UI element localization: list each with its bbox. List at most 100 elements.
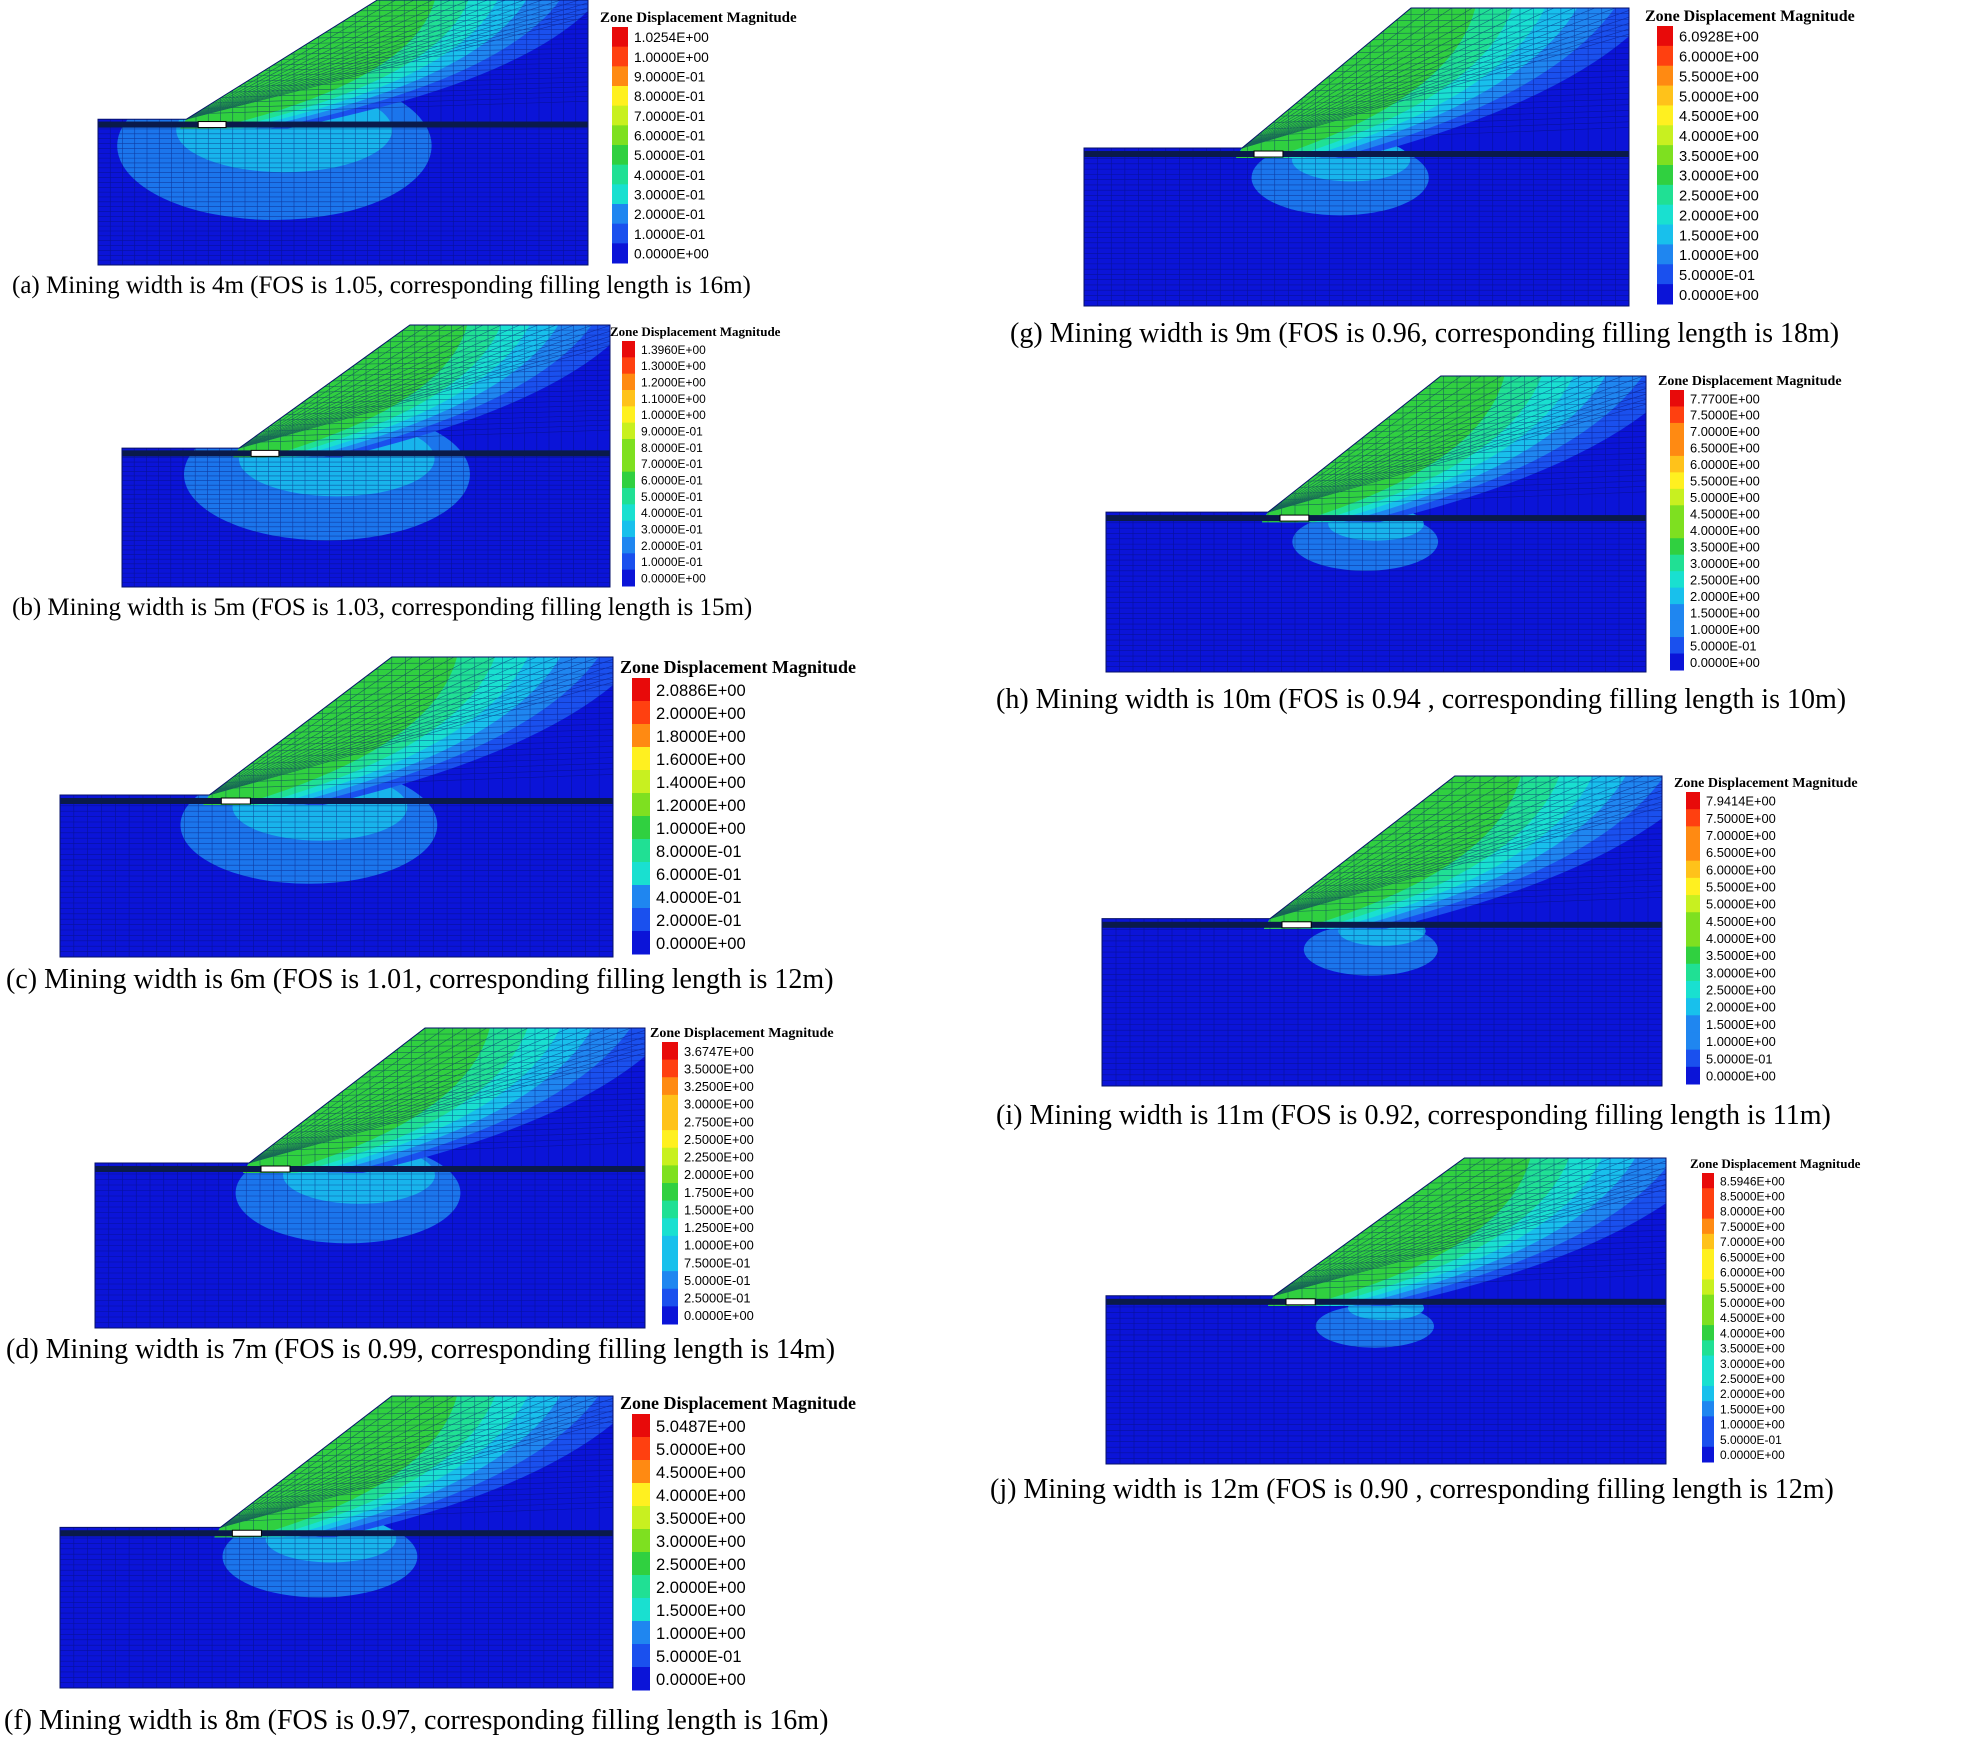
legend-label: 5.0000E+00 (1720, 1296, 1785, 1310)
legend-label: 7.0000E+00 (1720, 1235, 1785, 1249)
legend-label: 3.0000E-01 (641, 523, 703, 537)
legend-label: 1.5000E+00 (1679, 228, 1759, 244)
coal-seam (1102, 921, 1662, 928)
legend-swatch (1657, 65, 1673, 87)
legend-swatch (1670, 571, 1684, 589)
legend-swatch (1657, 204, 1673, 226)
legend-swatch (1686, 1066, 1700, 1085)
model-a (97, 0, 589, 266)
legend-swatch (632, 770, 650, 794)
legend-title: Zone Displacement Magnitude (1658, 374, 1842, 389)
legend-label: 4.5000E+00 (1706, 914, 1776, 929)
legend-swatch (1702, 1264, 1714, 1280)
legend-swatch (632, 1575, 650, 1599)
legend-label: 6.0928E+00 (1679, 30, 1759, 46)
model-i (1101, 775, 1663, 1087)
legend-swatch (622, 406, 635, 424)
legend-swatch (662, 1147, 678, 1166)
legend-swatch (622, 390, 635, 407)
legend-label: 1.8000E+00 (656, 727, 746, 746)
legend-d: Zone Displacement Magnitude 3.6747E+00 3.5… (650, 1026, 834, 1325)
legend-label: 0.0000E+00 (1679, 288, 1759, 304)
legend-swatch (1686, 809, 1700, 827)
mesh (60, 1396, 613, 1688)
legend-label: 1.0000E+00 (1706, 1034, 1776, 1049)
legend-label: 3.0000E+00 (1706, 965, 1776, 980)
legend-label: 3.5000E+00 (1690, 540, 1760, 555)
legend-swatch (1702, 1188, 1714, 1204)
legend-label: 5.0000E-01 (1720, 1433, 1782, 1447)
legend-label: 1.0000E+00 (684, 1238, 754, 1253)
legend-swatch (1686, 980, 1700, 999)
legend-label: 2.0000E+00 (1720, 1387, 1785, 1401)
legend-label: 3.5000E+00 (656, 1509, 746, 1528)
legend-swatch (662, 1112, 678, 1131)
legend-swatch (1686, 860, 1700, 879)
legend-swatch (612, 27, 628, 48)
legend-label: 7.0000E+00 (1706, 828, 1776, 843)
legend-label: 4.5000E+00 (1720, 1311, 1785, 1325)
model-g (1083, 7, 1630, 307)
legend-label: 5.0000E-01 (634, 148, 705, 163)
caption-g: (g) Mining width is 9m (FOS is 0.96, cor… (1010, 318, 1840, 349)
legend-label: 6.0000E+00 (1690, 457, 1760, 472)
legend-label: 5.0000E-01 (1706, 1051, 1773, 1066)
legend-swatch (622, 488, 635, 505)
legend-swatch (622, 471, 635, 489)
legend-swatch (632, 1529, 650, 1553)
legend-swatch (1670, 390, 1684, 407)
legend-swatch (662, 1288, 678, 1307)
model-outline (1101, 775, 1663, 1087)
contour-band (180, 0, 437, 129)
legend-swatch (632, 1414, 650, 1438)
legend-label: 0.0000E+00 (656, 1670, 746, 1689)
legend-swatch (1686, 929, 1700, 948)
legend-label: 5.0000E+00 (1690, 490, 1760, 505)
legend-label: 5.5000E+00 (1706, 880, 1776, 895)
legend-label: 7.5000E+00 (1690, 408, 1760, 423)
legend-title: Zone Displacement Magnitude (650, 1026, 834, 1041)
legend-swatch (1686, 1049, 1700, 1068)
legend-label: 6.5000E+00 (1720, 1250, 1785, 1264)
legend-swatch (1686, 912, 1700, 930)
model-outline (1083, 7, 1630, 307)
legend-label: 1.4000E+00 (656, 773, 746, 792)
panel-d: Zone Displacement Magnitude 3.6747E+00 3.5… (0, 1024, 990, 1374)
legend-title: Zone Displacement Magnitude (620, 657, 856, 677)
legend-swatch (632, 1506, 650, 1530)
legend-label: 4.0000E-01 (656, 888, 742, 907)
legend-swatch (632, 1460, 650, 1484)
legend-swatch (1670, 472, 1684, 490)
legend-label: 1.0000E-01 (641, 555, 703, 569)
legend-swatch (612, 105, 628, 126)
legend-label: 7.7700E+00 (1690, 391, 1760, 406)
legend-swatch (1657, 85, 1673, 106)
legend-label: 8.5946E+00 (1720, 1174, 1785, 1188)
legend-label: 6.5000E+00 (1706, 845, 1776, 860)
legend-swatch (632, 862, 650, 886)
goaf (1285, 1298, 1316, 1306)
legend-label: 5.0487E+00 (656, 1417, 746, 1436)
legend-label: 3.0000E+00 (656, 1532, 746, 1551)
legend-label: 2.0000E+00 (1679, 208, 1759, 224)
legend-swatch (1670, 505, 1684, 523)
coal-seam (60, 1530, 613, 1537)
legend-swatch (662, 1183, 678, 1202)
goaf (250, 449, 280, 457)
legend-label: 4.0000E+00 (1706, 931, 1776, 946)
legend-label: 1.2500E+00 (684, 1220, 754, 1235)
legend-swatch (1657, 145, 1673, 166)
legend-label: 1.0000E+00 (656, 819, 746, 838)
legend-swatch (1657, 105, 1673, 126)
panel-g: Zone Displacement Magnitude 6.0928E+00 6.0… (990, 0, 1984, 360)
legend-title: Zone Displacement Magnitude (1674, 776, 1858, 791)
legend-swatch (612, 145, 628, 166)
legend-label: 1.5000E+00 (684, 1202, 754, 1217)
legend-label: 3.0000E+00 (1679, 169, 1759, 185)
legend-swatch (622, 439, 635, 456)
legend-label: 5.0000E+00 (656, 1440, 746, 1459)
legend-swatch (1657, 264, 1673, 285)
legend-swatch (1686, 1015, 1700, 1033)
legend-swatch (622, 569, 635, 587)
legend-swatch (1686, 792, 1700, 810)
